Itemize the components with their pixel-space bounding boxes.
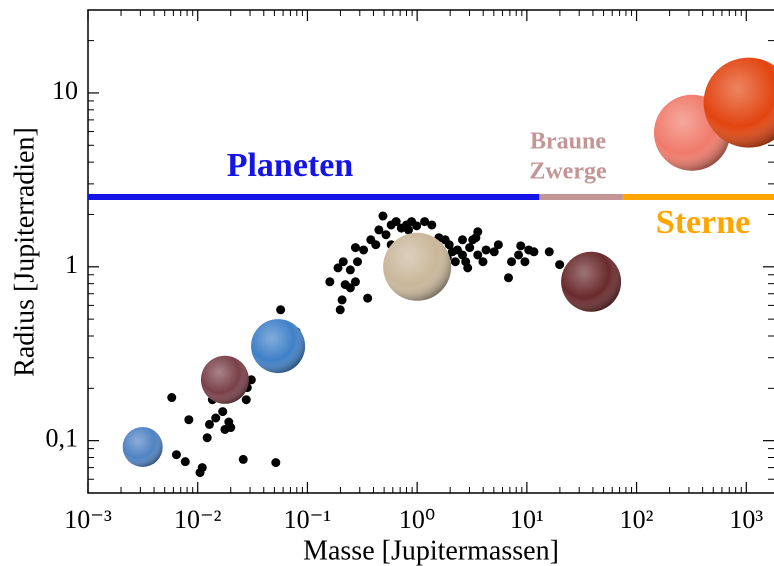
x-tick-label: 10⁻¹ <box>284 505 332 534</box>
data-point <box>211 414 220 423</box>
data-point <box>351 277 360 286</box>
x-tick-label: 10⁻² <box>174 505 222 534</box>
region-label: Sterne <box>656 204 750 241</box>
data-point <box>242 395 251 404</box>
data-point <box>451 257 460 266</box>
data-point <box>473 227 482 236</box>
data-point <box>198 463 207 472</box>
data-point <box>516 241 525 250</box>
data-point <box>514 250 523 259</box>
body-shade <box>561 252 621 312</box>
data-point <box>351 243 360 252</box>
data-point <box>458 235 467 244</box>
data-point <box>271 458 280 467</box>
data-point <box>463 263 472 272</box>
body-shade <box>383 233 451 301</box>
x-tick-label: 10³ <box>729 505 763 534</box>
data-point <box>325 277 334 286</box>
body-shade <box>251 319 305 373</box>
data-point <box>353 257 362 266</box>
x-tick-label: 10⁰ <box>399 505 435 534</box>
region-label: Braune <box>530 129 606 155</box>
data-point <box>482 245 491 254</box>
data-point <box>346 265 355 274</box>
data-point <box>545 247 554 256</box>
data-point <box>363 294 372 303</box>
data-point <box>172 450 181 459</box>
data-point <box>412 221 421 230</box>
data-point <box>427 220 436 229</box>
y-tick-label: 1 <box>65 250 78 279</box>
data-point <box>203 433 212 442</box>
data-point <box>371 240 380 249</box>
data-point <box>529 247 538 256</box>
data-point <box>555 260 564 269</box>
data-point <box>184 415 193 424</box>
data-point <box>504 273 513 282</box>
data-point <box>226 423 235 432</box>
body-shade <box>123 427 163 467</box>
data-point <box>507 257 516 266</box>
chart: Masse [Jupitermassen] Radius [Jupiterrad… <box>0 0 774 566</box>
data-point <box>520 257 529 266</box>
data-point <box>494 240 503 249</box>
y-axis-label: Radius [Jupiterradien] <box>9 127 40 377</box>
data-point <box>378 211 387 220</box>
data-point <box>404 225 413 234</box>
data-point <box>181 457 190 466</box>
region-label: Zwerge <box>529 159 607 185</box>
data-point <box>167 393 176 402</box>
data-point <box>465 243 474 252</box>
data-point <box>239 455 248 464</box>
region-label: Planeten <box>227 147 354 184</box>
data-point <box>218 407 227 416</box>
x-tick-label: 10⁻³ <box>64 505 112 534</box>
y-tick-label: 0,1 <box>46 424 79 453</box>
x-axis-label: Masse [Jupitermassen] <box>303 535 559 566</box>
data-point <box>276 305 285 314</box>
body-shade <box>201 356 249 404</box>
data-point <box>359 245 368 254</box>
x-tick-label: 10² <box>620 505 654 534</box>
data-point <box>205 420 214 429</box>
data-point <box>339 257 348 266</box>
y-tick-label: 10 <box>52 76 78 105</box>
data-point <box>338 295 347 304</box>
data-point <box>336 305 345 314</box>
x-tick-label: 10¹ <box>510 505 544 534</box>
data-point <box>381 230 390 239</box>
data-point <box>478 257 487 266</box>
